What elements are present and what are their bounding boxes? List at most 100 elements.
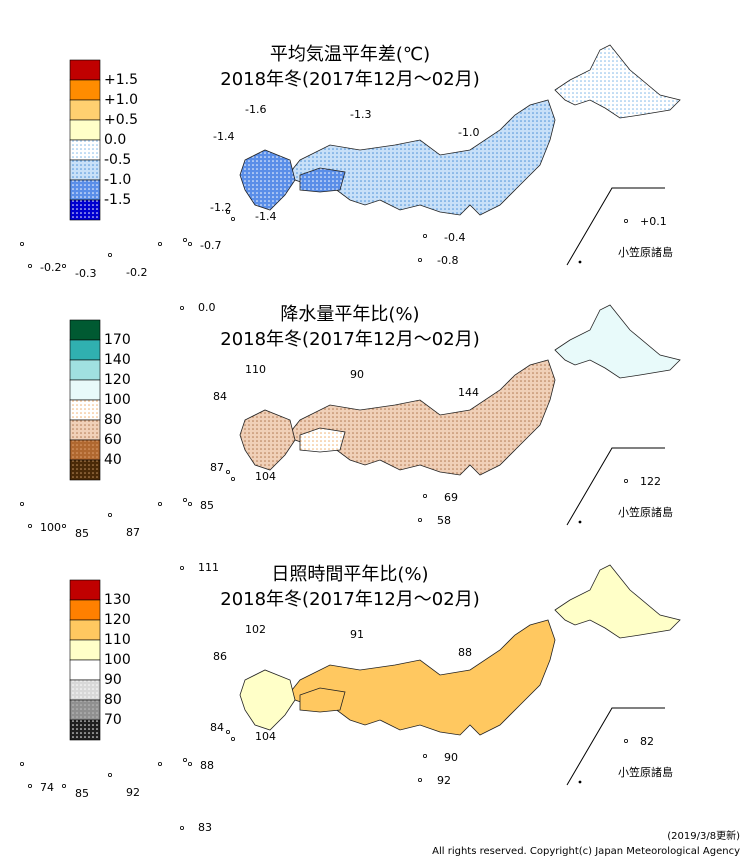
legend-label: 120 bbox=[104, 372, 131, 388]
panel-title: 日照時間平年比(%) bbox=[271, 564, 428, 585]
station-value: 104 bbox=[255, 470, 276, 483]
station-value: 86 bbox=[213, 650, 227, 663]
island-hokkaido bbox=[554, 44, 681, 119]
station-value: -0.4 bbox=[444, 231, 465, 244]
legend-label: 100 bbox=[104, 652, 131, 668]
legend-label: 140 bbox=[104, 352, 131, 368]
station-value: 84 bbox=[213, 390, 227, 403]
station-value: 88 bbox=[458, 646, 472, 659]
legend-label: 0.0 bbox=[104, 132, 126, 148]
station-value: 88 bbox=[200, 759, 214, 772]
inset-label: 小笠原諸島 bbox=[618, 765, 673, 779]
panel-subtitle: 2018年冬(2017年12月～02月) bbox=[220, 69, 479, 90]
legend-label: 80 bbox=[104, 692, 122, 708]
legend-swatch bbox=[69, 59, 101, 81]
station-value: 85 bbox=[75, 527, 89, 540]
station-value: 111 bbox=[198, 561, 219, 574]
small-island bbox=[179, 305, 184, 310]
station-value: 85 bbox=[75, 787, 89, 800]
legend-label: 110 bbox=[104, 632, 131, 648]
legend-swatch bbox=[69, 659, 101, 681]
legend-swatch bbox=[69, 199, 101, 221]
legend-swatch bbox=[69, 79, 101, 101]
legend-swatch bbox=[69, 139, 101, 161]
legend-label: 90 bbox=[104, 672, 122, 688]
legend-label: 100 bbox=[104, 392, 131, 408]
small-island bbox=[182, 757, 187, 762]
legend-swatch bbox=[69, 439, 101, 461]
station-value: 92 bbox=[126, 786, 140, 799]
legend-swatch bbox=[69, 379, 101, 401]
small-island bbox=[157, 241, 162, 246]
small-island bbox=[27, 523, 32, 528]
island-kyushu bbox=[239, 149, 296, 211]
island-honshu bbox=[291, 619, 556, 736]
small-island bbox=[19, 501, 24, 506]
small-island bbox=[19, 761, 24, 766]
small-island bbox=[62, 783, 67, 788]
small-island bbox=[182, 237, 187, 242]
station-value: 110 bbox=[245, 363, 266, 376]
small-island bbox=[422, 753, 427, 758]
station-value: 104 bbox=[255, 730, 276, 743]
small-island bbox=[422, 493, 427, 498]
panel-subtitle: 2018年冬(2017年12月～02月) bbox=[220, 329, 479, 350]
small-island bbox=[230, 476, 235, 481]
inset-label: 小笠原諸島 bbox=[618, 505, 673, 519]
legend-swatch bbox=[69, 599, 101, 621]
small-island bbox=[187, 241, 192, 246]
small-island bbox=[187, 761, 192, 766]
small-island bbox=[157, 761, 162, 766]
small-island bbox=[157, 501, 162, 506]
island-kyushu bbox=[239, 669, 296, 731]
small-island bbox=[187, 501, 192, 506]
station-value: 90 bbox=[350, 368, 364, 381]
small-island bbox=[624, 218, 629, 223]
panel: 日照時間平年比(%) 2018年冬(2017年12月～02月) 130 120 110 1… bbox=[19, 564, 681, 834]
station-value: -1.4 bbox=[213, 130, 234, 143]
legend-swatch bbox=[69, 579, 101, 601]
station-value: 102 bbox=[245, 623, 266, 636]
legend-swatch bbox=[69, 159, 101, 181]
station-value: 84 bbox=[210, 721, 224, 734]
station-value: -0.2 bbox=[40, 261, 61, 274]
inset-label: 小笠原諸島 bbox=[618, 245, 673, 259]
legend-swatch bbox=[69, 119, 101, 141]
legend-swatch bbox=[69, 319, 101, 341]
island-hokkaido bbox=[554, 304, 681, 379]
legend-label: -1.0 bbox=[104, 172, 131, 188]
station-value: 87 bbox=[126, 526, 140, 539]
station-value: 92 bbox=[437, 774, 451, 787]
legend-label: 170 bbox=[104, 332, 131, 348]
inset-frame bbox=[566, 707, 665, 786]
station-value: 83 bbox=[198, 821, 212, 834]
legend-swatch bbox=[69, 399, 101, 421]
legend-label: -0.5 bbox=[104, 152, 131, 168]
small-island bbox=[624, 738, 629, 743]
station-value: -1.2 bbox=[210, 201, 231, 214]
small-island bbox=[417, 257, 422, 262]
legend-swatch bbox=[69, 679, 101, 701]
station-value: 144 bbox=[458, 386, 479, 399]
small-island bbox=[179, 825, 184, 830]
legend-label: -1.5 bbox=[104, 192, 131, 208]
update-date: (2019/3/8更新) bbox=[667, 829, 740, 842]
inset-frame bbox=[566, 447, 665, 526]
legend-swatch bbox=[69, 179, 101, 201]
small-island bbox=[108, 512, 113, 517]
small-island bbox=[225, 209, 230, 214]
station-value: 58 bbox=[437, 514, 451, 527]
small-island bbox=[624, 478, 629, 483]
legend-label: 130 bbox=[104, 592, 131, 608]
station-value: -0.7 bbox=[200, 239, 221, 252]
island-shikoku bbox=[299, 427, 346, 453]
station-value: 69 bbox=[444, 491, 458, 504]
legend-label: 40 bbox=[104, 452, 122, 468]
station-value: +0.1 bbox=[640, 215, 667, 228]
station-value: 85 bbox=[200, 499, 214, 512]
legend-label: 70 bbox=[104, 712, 122, 728]
legend-swatch bbox=[69, 639, 101, 661]
station-value: -1.0 bbox=[458, 126, 479, 139]
small-island bbox=[578, 520, 582, 524]
station-value: 82 bbox=[640, 735, 654, 748]
